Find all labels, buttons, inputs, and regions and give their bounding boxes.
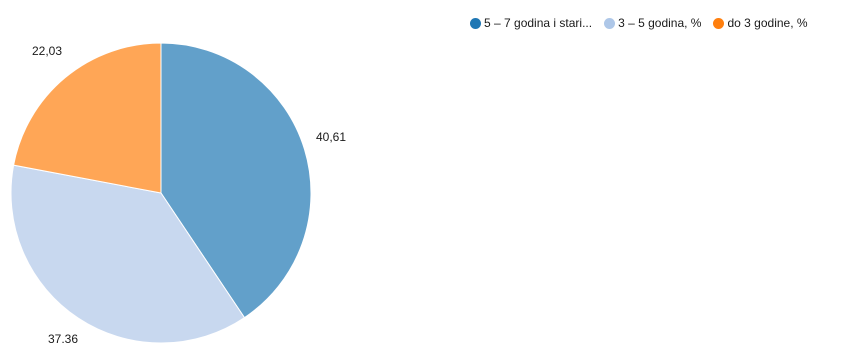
legend: 5 – 7 godina i stari... 3 – 5 godina, % … <box>470 16 808 30</box>
data-label-5-7-godina: 40,61 <box>316 130 346 144</box>
legend-swatch-do-3-godine <box>713 17 725 29</box>
pie-slices <box>10 42 312 343</box>
legend-label-5-7-godina: 5 – 7 godina i stari... <box>484 16 593 30</box>
legend-label-do-3-godine: do 3 godine, % <box>727 16 808 30</box>
legend-item-do-3-godine[interactable]: do 3 godine, % <box>713 16 808 30</box>
legend-item-5-7-godina[interactable]: 5 – 7 godina i stari... <box>470 16 592 30</box>
legend-swatch-3-5-godina <box>604 17 616 29</box>
pie-slice-do-3-godine[interactable] <box>13 42 162 194</box>
pie-data-labels: 40,61 37,36 22,03 <box>32 44 346 343</box>
data-label-do-3-godine: 22,03 <box>32 44 62 58</box>
legend-item-3-5-godina[interactable]: 3 – 5 godina, % <box>604 16 701 30</box>
data-label-3-5-godina: 37,36 <box>48 332 78 343</box>
pie-slice-3-5-godina[interactable] <box>10 164 246 343</box>
legend-swatch-5-7-godina <box>470 17 481 29</box>
legend-label-3-5-godina: 3 – 5 godina, % <box>618 16 702 30</box>
